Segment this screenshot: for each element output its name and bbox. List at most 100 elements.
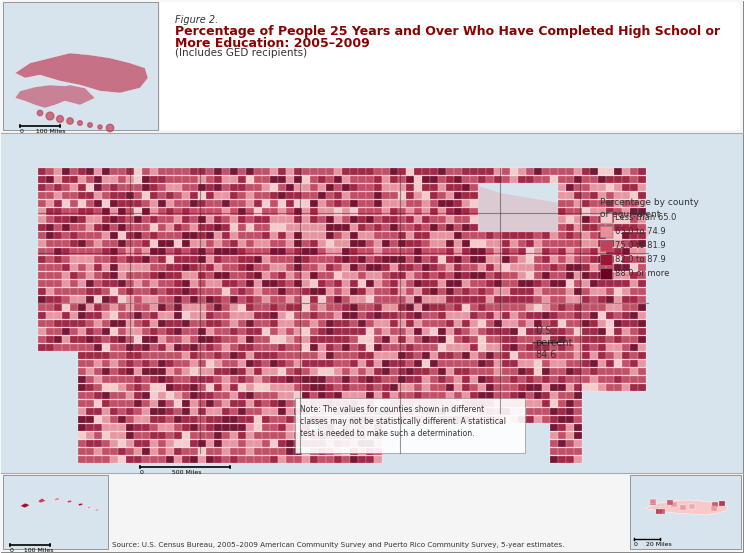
Bar xyxy=(78,359,86,367)
Bar xyxy=(462,175,469,183)
Bar xyxy=(238,311,246,319)
Bar xyxy=(126,320,133,327)
Bar xyxy=(206,191,214,199)
Bar xyxy=(398,399,405,407)
Bar xyxy=(102,200,109,207)
Bar xyxy=(142,408,150,415)
Bar xyxy=(406,320,414,327)
Bar xyxy=(422,311,429,319)
Bar xyxy=(142,279,150,287)
Bar xyxy=(70,200,77,207)
Bar xyxy=(214,239,222,247)
Bar xyxy=(198,279,205,287)
Bar xyxy=(286,232,293,239)
Bar xyxy=(254,255,261,263)
Bar xyxy=(590,223,597,231)
Bar xyxy=(54,255,62,263)
Bar xyxy=(526,327,533,335)
Bar xyxy=(174,408,182,415)
Bar xyxy=(430,223,437,231)
Bar xyxy=(446,207,454,215)
Bar xyxy=(318,352,326,359)
Bar xyxy=(534,232,542,239)
Bar xyxy=(270,408,278,415)
Bar xyxy=(638,200,646,207)
Bar xyxy=(510,232,518,239)
Bar xyxy=(462,408,469,415)
Bar xyxy=(54,295,62,303)
Bar xyxy=(590,191,597,199)
Bar xyxy=(510,352,518,359)
Bar xyxy=(518,295,525,303)
Bar xyxy=(470,336,478,343)
Bar xyxy=(630,191,638,199)
Bar xyxy=(446,184,454,191)
Bar xyxy=(470,304,478,311)
Bar xyxy=(78,424,86,431)
Bar xyxy=(414,336,422,343)
Bar xyxy=(526,392,533,399)
Bar xyxy=(206,248,214,255)
Bar xyxy=(366,456,373,463)
Bar xyxy=(526,168,533,175)
Bar xyxy=(230,311,237,319)
Bar xyxy=(230,343,237,351)
Bar xyxy=(598,191,606,199)
Bar xyxy=(550,304,557,311)
Text: 0      100 Miles: 0 100 Miles xyxy=(20,129,65,134)
Bar xyxy=(62,272,69,279)
Bar xyxy=(494,383,501,391)
Bar xyxy=(126,408,133,415)
Bar xyxy=(622,191,629,199)
Bar xyxy=(38,255,45,263)
Bar xyxy=(174,279,182,287)
Bar xyxy=(470,279,478,287)
Bar xyxy=(446,295,454,303)
Bar xyxy=(238,184,246,191)
Bar xyxy=(574,207,582,215)
Bar xyxy=(470,175,478,183)
Bar xyxy=(382,223,390,231)
Bar xyxy=(166,415,173,423)
Bar xyxy=(446,336,454,343)
Bar xyxy=(262,248,269,255)
Bar xyxy=(454,279,461,287)
Bar xyxy=(422,392,429,399)
Bar xyxy=(102,456,109,463)
Bar xyxy=(342,272,350,279)
Bar xyxy=(166,431,173,439)
Bar xyxy=(94,263,101,271)
Bar xyxy=(350,207,358,215)
Bar xyxy=(566,392,574,399)
Bar xyxy=(214,352,222,359)
Bar xyxy=(462,415,469,423)
Bar xyxy=(510,168,518,175)
Bar xyxy=(366,232,373,239)
Bar xyxy=(406,359,414,367)
Bar xyxy=(574,368,582,375)
Bar xyxy=(390,383,397,391)
Bar xyxy=(478,375,486,383)
Bar xyxy=(558,239,565,247)
Bar xyxy=(430,304,437,311)
Bar xyxy=(446,255,454,263)
Bar xyxy=(406,352,414,359)
Bar xyxy=(534,288,542,295)
Bar xyxy=(430,288,437,295)
Bar xyxy=(566,456,574,463)
Bar xyxy=(414,200,422,207)
Bar xyxy=(382,304,390,311)
Bar xyxy=(478,408,486,415)
Bar xyxy=(198,191,205,199)
Bar xyxy=(526,263,533,271)
Bar xyxy=(302,343,310,351)
Bar xyxy=(102,392,109,399)
Bar xyxy=(638,263,646,271)
Bar xyxy=(150,359,158,367)
Bar xyxy=(254,239,261,247)
Bar xyxy=(174,415,182,423)
Bar xyxy=(406,248,414,255)
Bar xyxy=(582,383,589,391)
Bar xyxy=(70,272,77,279)
Bar xyxy=(46,248,54,255)
